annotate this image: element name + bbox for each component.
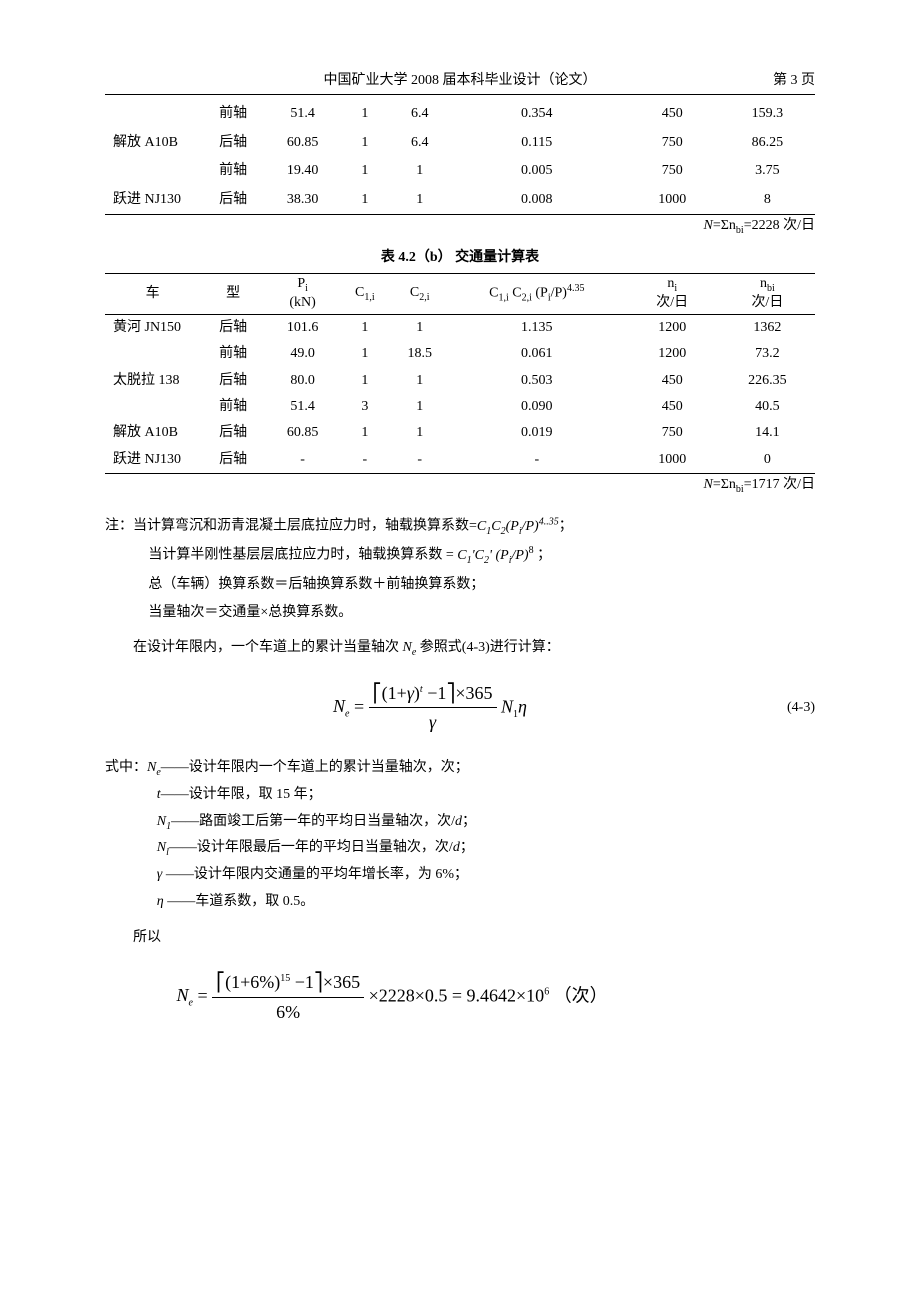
table-row: 前轴51.4310.09045040.5 xyxy=(105,394,815,420)
table-row: 太脱拉 138后轴80.0110.503450226.35 xyxy=(105,368,815,394)
header-center: 中国矿业大学 2008 届本科毕业设计（论文） xyxy=(324,73,597,88)
traffic-table-a: 前轴51.416.40.354450159.3解放 A10B后轴60.8516.… xyxy=(105,100,815,215)
hdr-type: 型 xyxy=(200,274,266,315)
note-line-4: 当量轴次＝交通量×总换算系数。 xyxy=(105,599,815,627)
table-row: 前轴49.0118.50.061120073.2 xyxy=(105,341,815,367)
def-t: t——设计年限，取 15 年； xyxy=(119,782,815,809)
note-line-3: 总（车辆）换算系数＝后轴换算系数＋前轴换算系数； xyxy=(105,571,815,599)
header-rule xyxy=(105,94,815,95)
formula-number: (4-3) xyxy=(755,697,815,719)
formula-4-3: Ne = ⎡(1+γ)t −1⎤×365 γ N1η (4-3) xyxy=(105,679,815,738)
hdr-coef: C1,i C2,i (Pi/P)4.35 xyxy=(449,274,625,315)
table-row: 黄河 JN150后轴101.6111.13512001362 xyxy=(105,314,815,341)
header-page-number: 第 3 页 xyxy=(773,70,815,92)
hdr-pi: Pi(kN) xyxy=(266,274,339,315)
therefore-label: 所以 xyxy=(105,927,815,949)
result-formula: Ne = ⎡(1+6%)15 −1⎤×365 6% ×2228×0.5 = 9.… xyxy=(105,968,815,1027)
def-n1: N1——路面竣工后第一年的平均日当量轴次，次/d； xyxy=(119,809,815,836)
result-body: Ne = ⎡(1+6%)15 −1⎤×365 6% ×2228×0.5 = 9.… xyxy=(105,968,755,1027)
page-header: 中国矿业大学 2008 届本科毕业设计（论文） 第 3 页 xyxy=(105,70,815,92)
hdr-ni: ni次/日 xyxy=(625,274,720,315)
notes-block: 注：当计算弯沉和沥青混凝土层底拉应力时，轴载换算系数=C1C2(Pi/P)4..… xyxy=(105,512,815,627)
table-row: 解放 A10B后轴60.85110.01975014.1 xyxy=(105,420,815,446)
def-gamma: γ ——设计年限内交通量的平均年增长率，为 6%； xyxy=(119,862,815,889)
def-eta: η ——车道系数，取 0.5。 xyxy=(119,889,815,916)
hdr-vehicle: 车 xyxy=(105,274,200,315)
table-b-caption: 表 4.2（b） 交通量计算表 xyxy=(105,247,815,269)
table-row: 前轴19.40110.0057503.75 xyxy=(105,157,815,185)
formula-body: Ne = ⎡(1+γ)t −1⎤×365 γ N1η xyxy=(105,679,755,738)
note-line-1: 注：当计算弯沉和沥青混凝土层底拉应力时，轴载换算系数=C1C2(Pi/P)4..… xyxy=(105,512,815,541)
table-a-sum: N=Σnbi=2228 次/日 xyxy=(105,215,815,239)
table-row: 跃进 NJ130后轴38.30110.00810008 xyxy=(105,186,815,215)
table-row: 跃进 NJ130后轴----10000 xyxy=(105,447,815,474)
table-row: 解放 A10B后轴60.8516.40.11575086.25 xyxy=(105,129,815,157)
table-row: 前轴51.416.40.354450159.3 xyxy=(105,100,815,128)
hdr-c1: C1,i xyxy=(339,274,390,315)
traffic-table-b: 车 型 Pi(kN) C1,i C2,i C1,i C2,i (Pi/P)4.3… xyxy=(105,273,815,474)
hdr-nbi: nbi次/日 xyxy=(720,274,815,315)
table-b-sum: N=Σnbi=1717 次/日 xyxy=(105,474,815,498)
def-nl: Nl——设计年限最后一年的平均日当量轴次，次/d； xyxy=(119,835,815,862)
para-cumulative: 在设计年限内，一个车道上的累计当量轴次 Ne 参照式(4-3)进行计算： xyxy=(105,637,815,661)
def-ne: 式中：Ne——设计年限内一个车道上的累计当量轴次，次； xyxy=(105,755,815,782)
hdr-c2: C2,i xyxy=(390,274,449,315)
note-line-2: 当计算半刚性基层层底拉应力时，轴载换算系数 = C1'C2' (Pi/P)8 ； xyxy=(105,541,815,570)
definitions: 式中：Ne——设计年限内一个车道上的累计当量轴次，次； t——设计年限，取 15… xyxy=(105,755,815,915)
